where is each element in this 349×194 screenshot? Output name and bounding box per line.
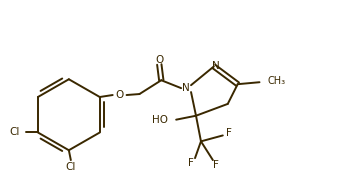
Text: O: O [116,90,124,100]
Text: N: N [212,61,220,71]
Text: O: O [155,55,163,65]
Text: F: F [213,160,219,170]
Text: N: N [182,83,190,93]
Text: F: F [226,128,232,139]
Text: CH₃: CH₃ [267,76,285,86]
Text: F: F [188,158,194,168]
Text: HO: HO [152,115,168,125]
Text: Cl: Cl [10,127,20,138]
Text: Cl: Cl [66,162,76,172]
